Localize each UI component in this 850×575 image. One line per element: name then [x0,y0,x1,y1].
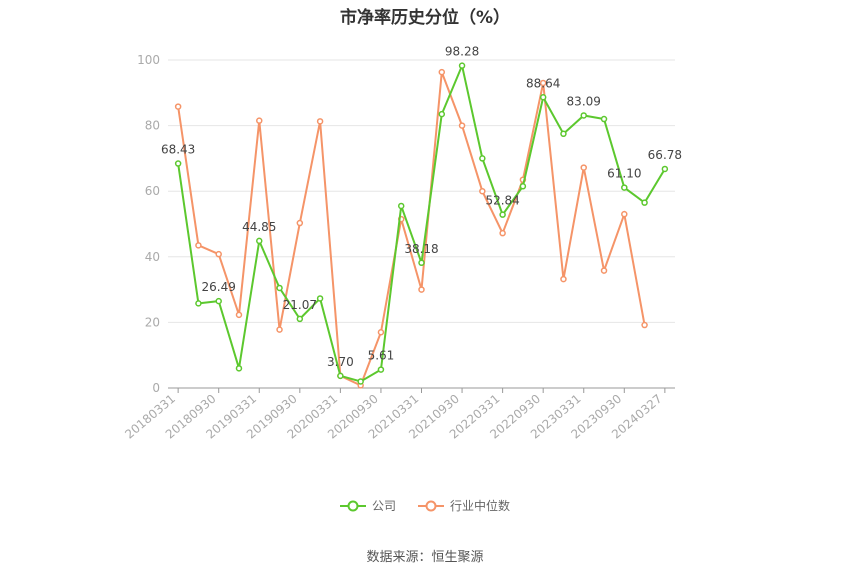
data-point-company[interactable] [539,94,547,101]
data-point-company[interactable] [296,315,304,323]
data-point-company[interactable] [174,160,182,167]
data-point-industry[interactable] [641,321,648,329]
chart-title: 市净率历史分位（%） [339,8,511,28]
data-point-company[interactable] [600,115,608,123]
data-point-industry[interactable] [458,122,466,129]
data-point-company[interactable] [215,297,222,305]
data-point-company[interactable] [337,372,344,380]
data-label: 5.61 [368,349,395,363]
legend-marker-industry [418,500,444,511]
data-point-industry[interactable] [580,164,587,171]
data-label: 66.78 [648,148,682,162]
x-axis: 2018033120180930201903312019093020200331… [122,387,675,442]
legend-label-company: 公司 [371,499,396,513]
y-tick-label: 60 [145,184,160,198]
data-label: 68.43 [161,143,195,157]
y-tick-label: 100 [137,53,160,67]
data-point-company[interactable] [316,295,324,302]
data-point-company[interactable] [397,202,405,210]
data-point-company[interactable] [377,366,385,373]
legend-marker-company [339,500,366,511]
legend-label-industry: 行业中位数 [450,499,511,513]
data-point-company[interactable] [499,211,506,218]
data-label: 26.49 [202,280,236,294]
data-label: 61.10 [607,167,641,181]
data-point-company[interactable] [256,237,263,245]
data-point-industry[interactable] [215,250,222,258]
data-point-company[interactable] [195,300,202,307]
data-label: 44.85 [242,220,276,234]
data-point-company[interactable] [276,284,283,292]
data-point-industry[interactable] [621,210,628,218]
data-source: 数据来源：恒生聚源 [366,550,484,565]
y-tick-label: 20 [145,315,160,329]
data-point-industry[interactable] [539,79,547,87]
y-tick-label: 80 [145,119,160,133]
legend-item-industry[interactable]: 行业中位数 [418,497,510,514]
data-point-industry[interactable] [560,275,567,283]
data-point-company[interactable] [357,378,364,385]
data-point-industry[interactable] [418,286,425,293]
series-company [174,62,669,385]
data-label: 88.64 [526,76,560,90]
data-point-industry[interactable] [174,103,182,110]
data-point-industry[interactable] [256,117,263,124]
data-label: 52.84 [485,194,519,208]
data-point-company[interactable] [560,130,567,138]
data-label: 38.18 [404,242,438,256]
data-point-company[interactable] [661,165,669,173]
data-point-company[interactable] [458,62,466,69]
legend-item-company[interactable]: 公司 [339,497,396,514]
data-point-company[interactable] [621,184,628,191]
data-point-company[interactable] [519,183,527,190]
data-label: 98.28 [445,45,479,59]
data-point-industry[interactable] [499,229,506,237]
y-axis-ticks: 0 20 40 60 80 100 [137,53,160,395]
series-industry [174,68,648,389]
series-line-industry [177,71,646,387]
data-label: 3.70 [327,355,354,369]
data-point-industry[interactable] [296,219,304,227]
data-label: 21.07 [283,298,317,312]
data-point-company[interactable] [438,110,446,118]
legend: 公司 行业中位数 [0,497,850,514]
data-point-company[interactable] [418,259,425,267]
data-point-industry[interactable] [479,187,486,195]
data-labels: 68.43 26.49 44.85 21.07 3.70 5.61 38.18 98.28 52… [161,45,682,369]
data-point-industry[interactable] [600,267,608,274]
data-point-company[interactable] [235,365,243,372]
data-point-industry[interactable] [195,242,202,249]
data-label: 83.09 [567,94,601,108]
data-point-company[interactable] [580,112,587,119]
data-point-industry[interactable] [235,311,243,319]
data-point-company[interactable] [641,199,648,206]
data-point-industry[interactable] [316,118,324,125]
data-point-industry[interactable] [438,68,446,76]
data-point-company[interactable] [479,155,486,162]
y-tick-label: 0 [152,381,160,395]
data-point-industry[interactable] [276,326,283,333]
data-point-industry[interactable] [377,328,385,336]
y-tick-label: 40 [145,250,160,264]
